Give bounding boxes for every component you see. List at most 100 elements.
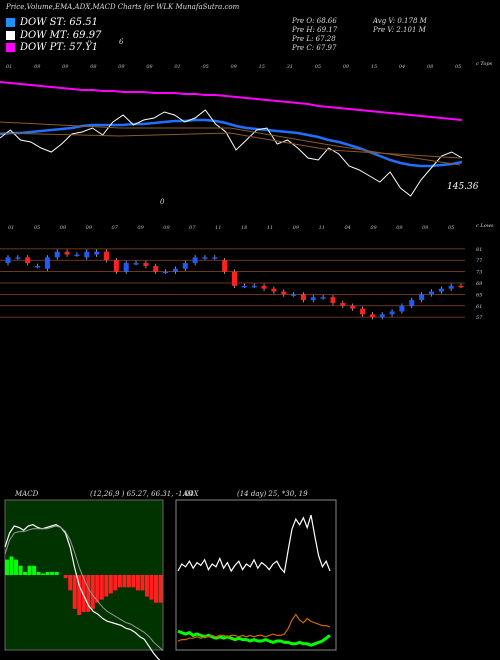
candle-body	[74, 254, 80, 257]
legend-dow-st: DOW ST: 65.51	[6, 17, 98, 28]
macd-histogram-bar	[131, 575, 136, 588]
date-label: 09	[293, 225, 300, 231]
date-label: 09	[163, 225, 170, 231]
price-level-label: 61	[476, 304, 482, 310]
candle-body	[350, 305, 356, 309]
date-label: 09	[422, 225, 429, 231]
macd-panel	[4, 523, 164, 660]
candle-body	[153, 265, 159, 272]
candle-body	[143, 263, 149, 266]
legend-value: 65.51	[69, 17, 99, 28]
date-label: 09	[231, 64, 238, 70]
macd-histogram-bar	[99, 575, 104, 600]
candle-body	[320, 297, 326, 299]
candle-body	[84, 251, 90, 258]
candle-body	[35, 265, 41, 268]
price-panel: 81 77 73 69 65 61 57	[0, 247, 483, 321]
macd-histogram-bar	[9, 556, 14, 575]
quote-close: Pre C: 67.97	[292, 44, 337, 52]
adx-title: ADX	[183, 490, 199, 498]
date-label: 05	[202, 64, 208, 70]
candle-body	[419, 294, 425, 301]
candle-body	[300, 294, 306, 301]
date-label: 05	[315, 64, 321, 70]
macd-histogram-bar	[32, 565, 37, 575]
date-label: 04	[399, 64, 405, 70]
date-label: 11	[215, 225, 221, 231]
macd-histogram-bar	[117, 575, 122, 588]
quote-high: Pre H: 69.17	[292, 26, 338, 34]
legend-value: 57.Ÿ1	[69, 42, 99, 53]
date-label: 01	[8, 225, 14, 231]
date-label: 05	[455, 64, 461, 70]
candle-body	[212, 257, 218, 259]
candle-body	[123, 263, 129, 272]
candle-body	[25, 257, 31, 264]
legend-dow-pt: DOW PT: 57.Ÿ1	[6, 42, 98, 53]
date-label: 15	[371, 64, 377, 70]
price-level-label: 57	[476, 315, 483, 321]
macd-histogram-bar	[81, 575, 86, 612]
macd-histogram-bar	[126, 575, 131, 588]
candle-body	[251, 285, 257, 288]
macd-histogram-bar	[18, 565, 23, 575]
stray-mark: 0	[160, 198, 165, 206]
ema-envelope-line	[0, 121, 461, 166]
adx-panel	[177, 514, 331, 647]
macd-histogram-bar	[36, 571, 41, 575]
macd-title: MACD	[15, 490, 39, 498]
macd-histogram-bar	[108, 575, 113, 594]
candle-body	[5, 257, 11, 264]
date-label: 11	[267, 225, 273, 231]
date-label: 09	[34, 64, 41, 70]
candle-body	[133, 263, 139, 265]
candle-body	[271, 288, 277, 292]
price-level-label: 65	[476, 292, 482, 298]
candle-body	[182, 263, 188, 269]
date-label: 15	[259, 64, 265, 70]
ema-envelope-line	[0, 132, 461, 159]
macd-histogram-bar	[72, 575, 77, 609]
adx-params: (14 day) 25, *30, 19	[237, 490, 308, 498]
candle-body	[330, 297, 336, 303]
macd-histogram-bar	[23, 571, 28, 575]
quote-avg-volume: Avg V: 0.178 M	[373, 17, 427, 25]
candle-body	[202, 257, 208, 259]
date-label: 01	[6, 64, 12, 70]
date-label: 31	[287, 64, 293, 70]
macd-params: (12,26,9 ) 65.27, 66.31, -1.04	[90, 490, 194, 498]
candle-body	[94, 251, 100, 255]
candle-body	[448, 285, 454, 289]
macd-histogram-bar	[68, 575, 73, 591]
macd-histogram-bar	[54, 571, 59, 575]
mid-date-labels: 01 05 09 09 07 09 09 07 11 18 11 09 11 04 09 09 09 05	[8, 225, 454, 231]
macd-histogram-bar	[122, 575, 127, 588]
candle-body	[281, 291, 287, 295]
candle-body	[54, 251, 60, 258]
legend-label: DOW PT:	[20, 42, 67, 53]
macd-histogram-bar	[41, 573, 46, 575]
candle-body	[379, 314, 385, 318]
macd-histogram-bar	[14, 559, 19, 575]
ema-series-line	[0, 109, 463, 197]
macd-histogram-bar	[104, 575, 109, 597]
candle-body	[399, 305, 405, 312]
macd-histogram-bar	[113, 575, 118, 591]
date-label: 09	[86, 225, 93, 231]
price-scale-label: c Lows	[476, 223, 494, 229]
macd-histogram-bar	[153, 575, 158, 603]
candle-body	[222, 260, 228, 272]
macd-histogram-bar	[5, 559, 10, 575]
macd-series-line	[4, 523, 161, 660]
quote-low: Pre L: 67.28	[292, 35, 336, 43]
price-level-label: 69	[476, 281, 483, 287]
date-label: 09	[343, 64, 350, 70]
candle-body	[163, 271, 169, 274]
macd-histogram-bar	[90, 575, 95, 609]
legend-value: 69.97	[72, 30, 102, 41]
macd-histogram-bar	[50, 571, 55, 575]
date-label: 09	[137, 225, 144, 231]
candle-body	[369, 314, 375, 318]
adx-series-line	[177, 613, 331, 642]
